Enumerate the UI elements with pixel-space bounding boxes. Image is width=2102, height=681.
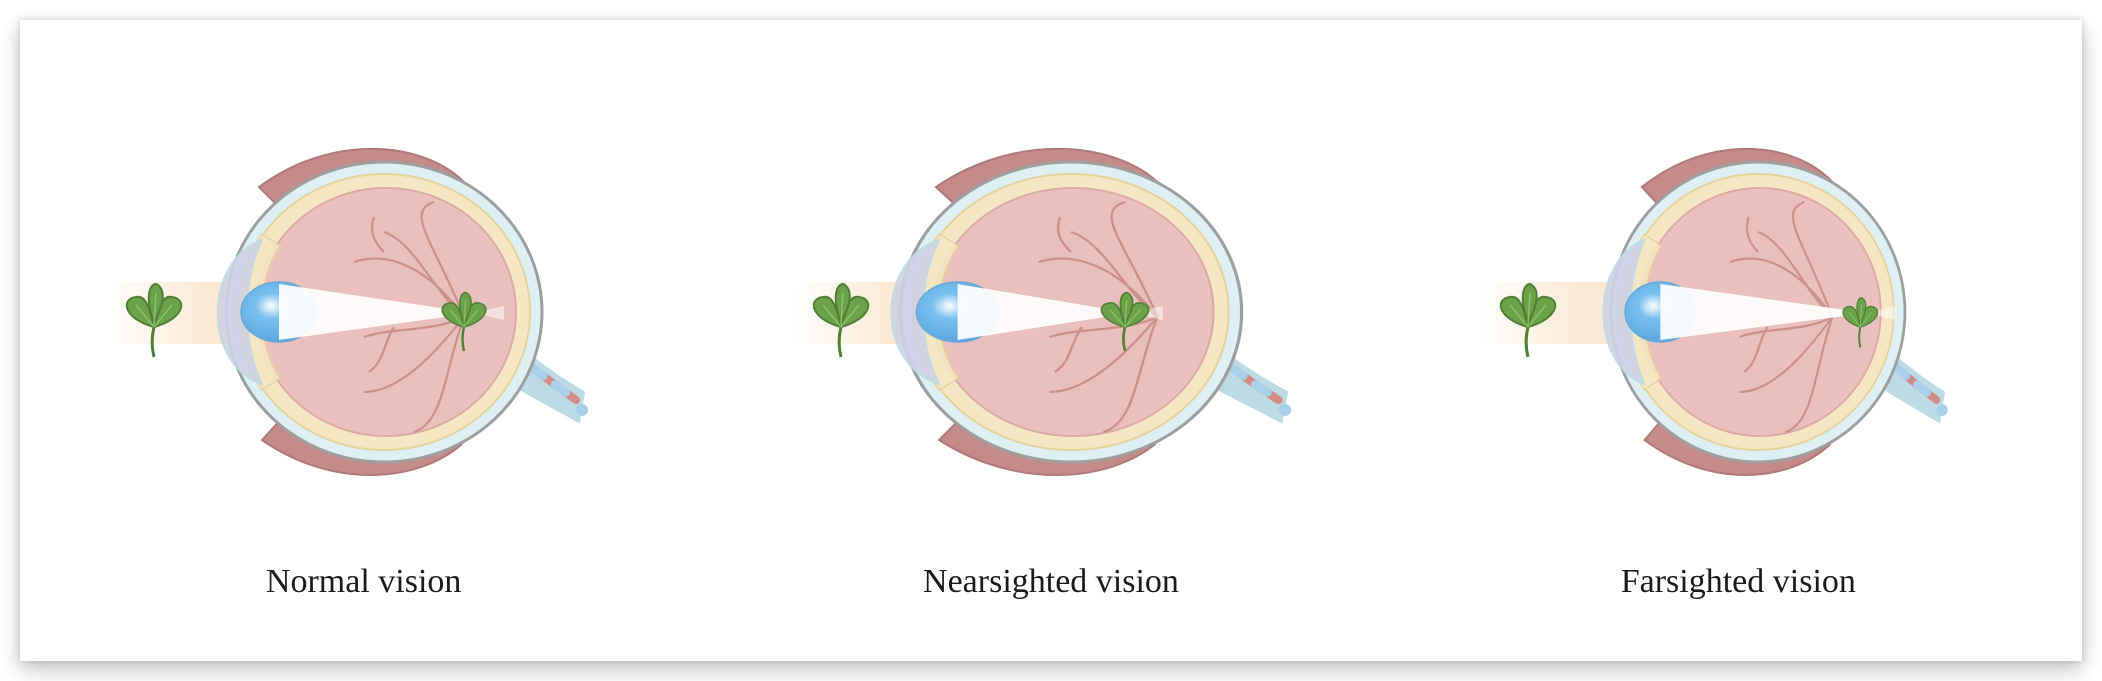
eye-diagram <box>84 92 644 532</box>
eye-diagram <box>771 92 1331 532</box>
diagram-area <box>84 60 644 563</box>
caption-farsighted: Farsighted vision <box>1621 563 1856 601</box>
vision-cell-farsighted: Farsighted vision <box>1395 20 2082 661</box>
eye-diagram <box>1458 92 2018 532</box>
caption-nearsighted: Nearsighted vision <box>923 563 1179 601</box>
eyeball <box>217 148 587 474</box>
diagram-area <box>1458 60 2018 563</box>
diagram-area <box>771 60 1331 563</box>
vision-cell-normal: Normal vision <box>20 20 707 661</box>
eyeball <box>891 148 1291 474</box>
figure-panel: Normal vision <box>20 20 2082 661</box>
eyeball <box>1604 148 1948 474</box>
figure-frame: Normal vision <box>0 0 2102 681</box>
caption-normal: Normal vision <box>266 563 461 601</box>
vision-cell-nearsighted: Nearsighted vision <box>707 20 1394 661</box>
